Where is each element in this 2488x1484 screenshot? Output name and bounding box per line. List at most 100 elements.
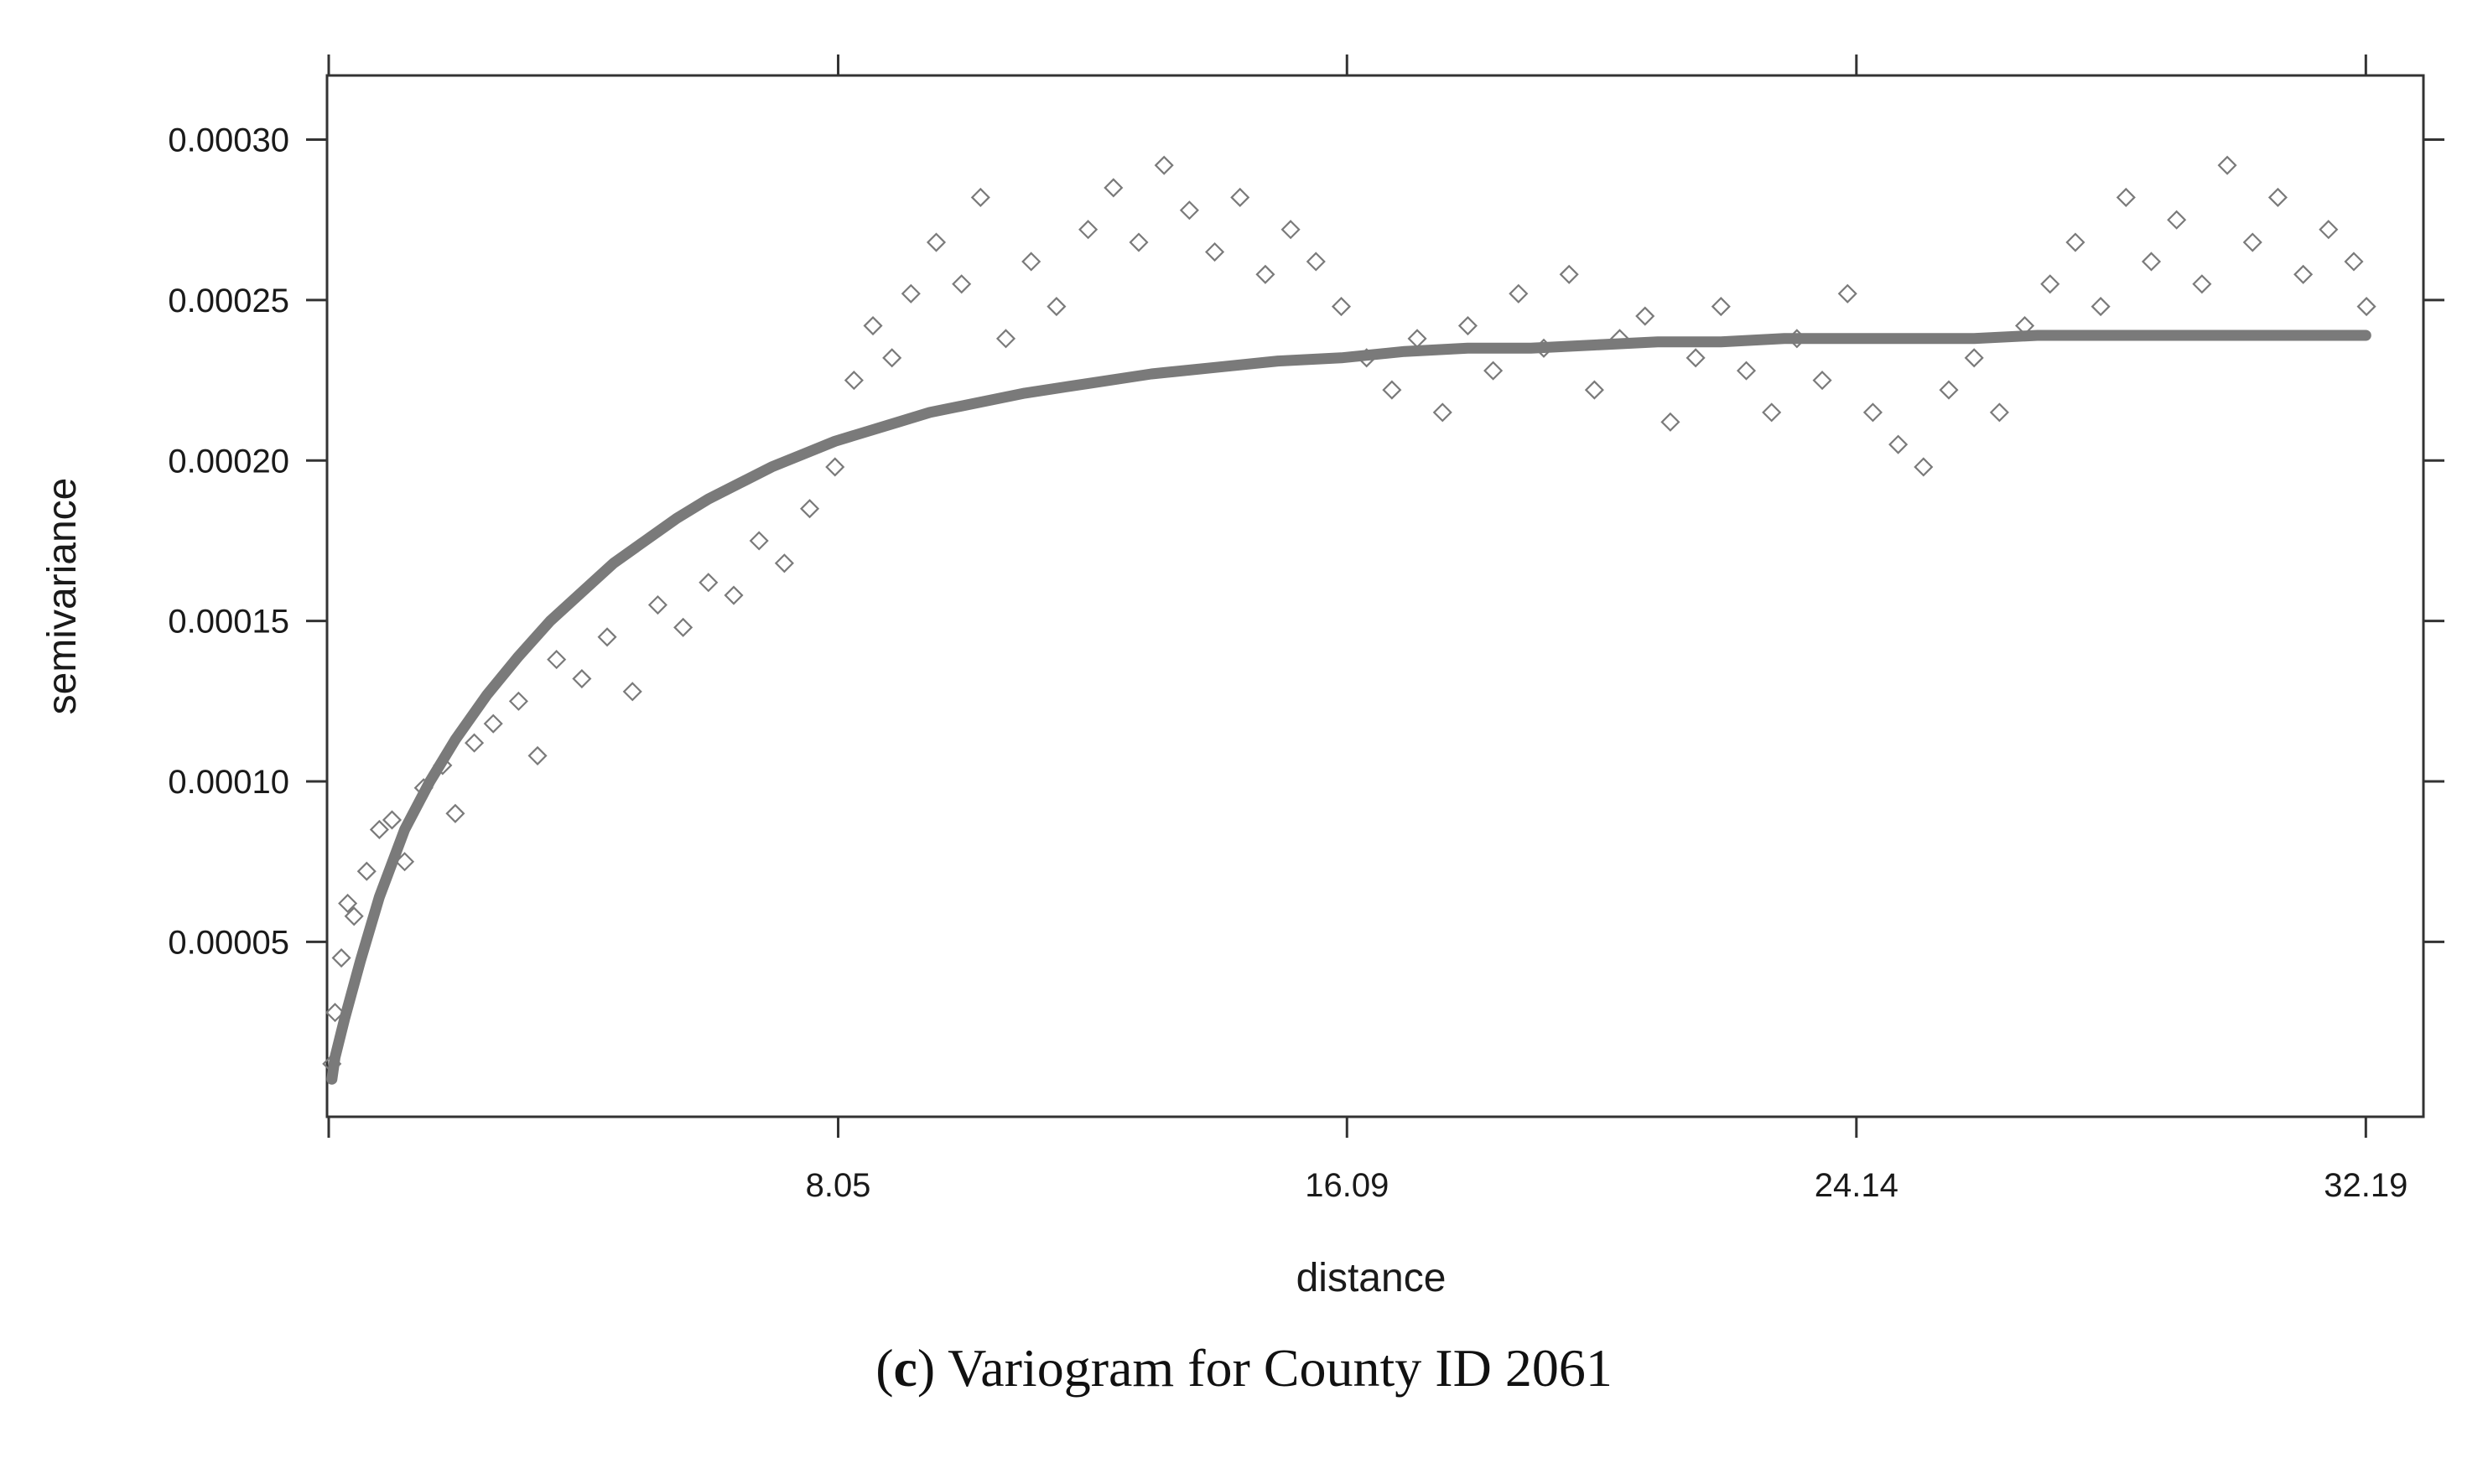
data-point xyxy=(699,573,719,593)
data-point xyxy=(622,682,642,702)
data-point xyxy=(2116,187,2136,207)
fitted-curve xyxy=(326,329,2371,1085)
data-point xyxy=(2192,274,2212,294)
data-point xyxy=(369,819,389,840)
data-point xyxy=(2040,274,2060,294)
data-point xyxy=(597,627,617,647)
data-point xyxy=(1559,264,1579,284)
plot-frame xyxy=(325,74,2425,1118)
fitted-model xyxy=(326,329,2371,1085)
y-tick-label: 0.00030 xyxy=(168,122,289,159)
data-point xyxy=(1584,380,1604,400)
data-point xyxy=(1255,264,1275,284)
data-point xyxy=(527,745,548,765)
data-point xyxy=(1047,297,1067,317)
data-point xyxy=(1457,315,1478,336)
data-point xyxy=(1021,252,1041,272)
data-point xyxy=(382,810,403,830)
x-tick-label: 8.05 xyxy=(806,1167,871,1204)
data-point xyxy=(1205,241,1225,262)
data-point xyxy=(2293,264,2314,284)
data-point xyxy=(547,650,567,670)
data-point xyxy=(647,594,667,615)
data-point xyxy=(344,906,364,926)
data-point xyxy=(1154,155,1174,175)
data-point xyxy=(1812,371,1832,391)
semivariance-points xyxy=(322,155,2376,1074)
y-tick-label: 0.00020 xyxy=(168,443,289,480)
data-point xyxy=(508,691,528,711)
data-point xyxy=(926,232,947,252)
data-point xyxy=(2319,220,2339,240)
data-point xyxy=(774,553,794,573)
data-point xyxy=(1914,457,1934,477)
data-point xyxy=(1837,283,1857,304)
data-point xyxy=(1888,434,1909,454)
data-point xyxy=(1382,380,1402,400)
data-point xyxy=(952,274,972,294)
y-tick-label: 0.00010 xyxy=(168,764,289,801)
data-point xyxy=(1939,380,1959,400)
data-point xyxy=(338,893,358,914)
data-point xyxy=(995,329,1016,349)
data-point xyxy=(445,803,465,823)
figure-caption: (c) Variogram for County ID 2061 xyxy=(875,1338,1613,1398)
data-point xyxy=(673,617,693,637)
data-point xyxy=(882,348,902,368)
data-point xyxy=(844,371,864,391)
data-point xyxy=(2242,232,2262,252)
x-tick-label: 16.09 xyxy=(1305,1167,1389,1204)
y-axis-title: semivariance xyxy=(40,478,85,715)
data-point xyxy=(1407,329,1427,349)
data-point xyxy=(1635,306,1655,326)
data-point xyxy=(1306,252,1326,272)
y-tick-label: 0.00005 xyxy=(168,924,289,961)
data-point xyxy=(1711,297,1731,317)
data-point xyxy=(356,861,377,881)
data-point xyxy=(1736,361,1757,381)
data-point xyxy=(2344,252,2364,272)
data-point xyxy=(2091,297,2111,317)
data-point xyxy=(1179,200,1199,221)
data-point xyxy=(1989,402,2009,423)
y-axis: 0.00005 0.00010 0.00015 0.00020 0.00025 0.000… xyxy=(168,122,2444,961)
data-point xyxy=(1104,178,1124,198)
data-point xyxy=(970,187,990,207)
data-point xyxy=(825,457,845,477)
data-point xyxy=(1762,402,1782,423)
data-point xyxy=(331,947,351,968)
data-point xyxy=(800,499,820,519)
data-point xyxy=(2065,232,2085,252)
x-axis: 8.05 16.09 24.14 32.19 xyxy=(327,54,2407,1204)
data-point xyxy=(465,733,485,753)
data-point xyxy=(2167,210,2187,230)
data-point xyxy=(1862,402,1883,423)
data-point xyxy=(2141,252,2162,272)
caption-text: Variogram for County ID 2061 xyxy=(948,1338,1613,1398)
data-point xyxy=(325,1003,345,1023)
data-point xyxy=(2356,297,2376,317)
data-point xyxy=(1331,297,1352,317)
data-point xyxy=(1432,402,1452,423)
x-tick-label: 24.14 xyxy=(1815,1167,1898,1204)
data-point xyxy=(2267,187,2288,207)
data-point xyxy=(1230,187,1250,207)
data-point xyxy=(1964,348,1984,368)
x-tick-label: 32.19 xyxy=(2324,1167,2407,1204)
data-point xyxy=(1483,361,1504,381)
data-point xyxy=(483,713,503,734)
data-point xyxy=(724,585,744,605)
data-point xyxy=(1686,348,1706,368)
data-point xyxy=(1660,412,1680,432)
data-point xyxy=(1129,232,1149,252)
data-point xyxy=(749,531,769,551)
data-point xyxy=(863,315,883,336)
data-point xyxy=(1280,220,1301,240)
data-point xyxy=(1509,283,1529,304)
data-point xyxy=(2217,155,2237,175)
x-axis-title: distance xyxy=(1296,1256,1447,1300)
data-point xyxy=(1078,220,1099,240)
caption-letter: c xyxy=(893,1338,917,1398)
y-tick-label: 0.00015 xyxy=(168,604,289,641)
